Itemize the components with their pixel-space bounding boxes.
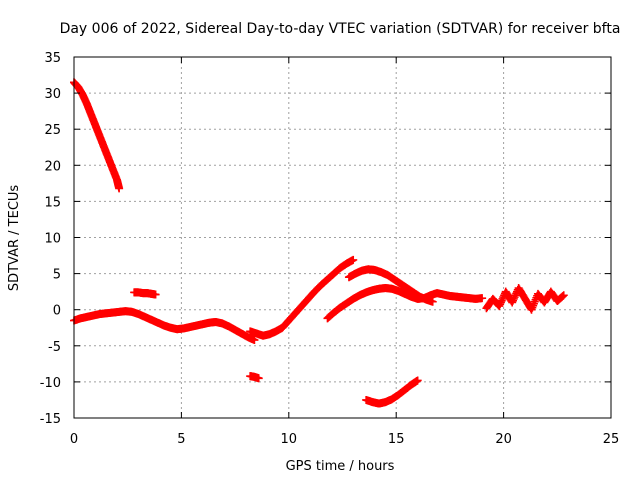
data-point <box>508 296 517 305</box>
y-tick-label: 15 <box>44 195 61 210</box>
x-tick-label: 20 <box>495 432 512 447</box>
data-point <box>413 376 422 385</box>
y-axis-label: SDTVAR / TECUs <box>7 185 22 292</box>
series-arc-7 <box>344 265 437 306</box>
y-tick-label: 35 <box>44 51 61 66</box>
series-arc-4 <box>246 372 263 383</box>
x-tick-label: 0 <box>70 432 78 447</box>
data-point <box>497 296 506 305</box>
data-points <box>70 78 568 408</box>
series-arc-2 <box>70 307 259 345</box>
data-point <box>511 291 520 300</box>
data-point <box>496 298 505 307</box>
data-point <box>250 336 259 345</box>
series-arc-6 <box>323 284 487 323</box>
data-point <box>495 302 504 311</box>
series-arc-9 <box>482 284 568 314</box>
data-point <box>115 184 124 193</box>
data-point <box>498 294 507 303</box>
data-point <box>428 297 437 306</box>
series-arc-5 <box>246 255 358 340</box>
y-tick-label: 0 <box>53 304 61 319</box>
y-tick-label: 10 <box>44 232 61 247</box>
y-tick-label: 5 <box>53 268 61 283</box>
grid-lines <box>74 57 611 418</box>
axis-ticks: 0 5 10 15 20 25 -15 -10 -5 0 5 10 15 20 25 30 35 <box>40 51 620 447</box>
series-arc-8 <box>362 376 422 408</box>
data-point <box>508 298 517 307</box>
y-tick-label: 30 <box>44 87 61 102</box>
y-tick-label: -15 <box>40 412 61 427</box>
x-tick-label: 5 <box>177 432 185 447</box>
x-tick-label: 15 <box>388 432 405 447</box>
x-tick-label: 10 <box>281 432 298 447</box>
chart-title: Day 006 of 2022, Sidereal Day-to-day VTE… <box>60 21 621 37</box>
x-axis-label: GPS time / hours <box>286 459 395 474</box>
series-arc-3 <box>130 288 160 299</box>
data-point <box>349 255 358 264</box>
data-point <box>509 294 518 303</box>
x-tick-label: 25 <box>603 432 620 447</box>
data-point <box>559 291 568 300</box>
data-point <box>478 294 487 303</box>
data-point <box>151 290 160 299</box>
y-tick-label: 25 <box>44 123 61 138</box>
data-point <box>510 293 519 302</box>
data-point <box>254 374 263 383</box>
y-tick-label: -10 <box>40 376 61 391</box>
series-arc-1 <box>70 78 124 193</box>
y-tick-label: 20 <box>44 159 61 174</box>
data-point <box>496 300 505 309</box>
y-tick-label: -5 <box>48 340 61 355</box>
